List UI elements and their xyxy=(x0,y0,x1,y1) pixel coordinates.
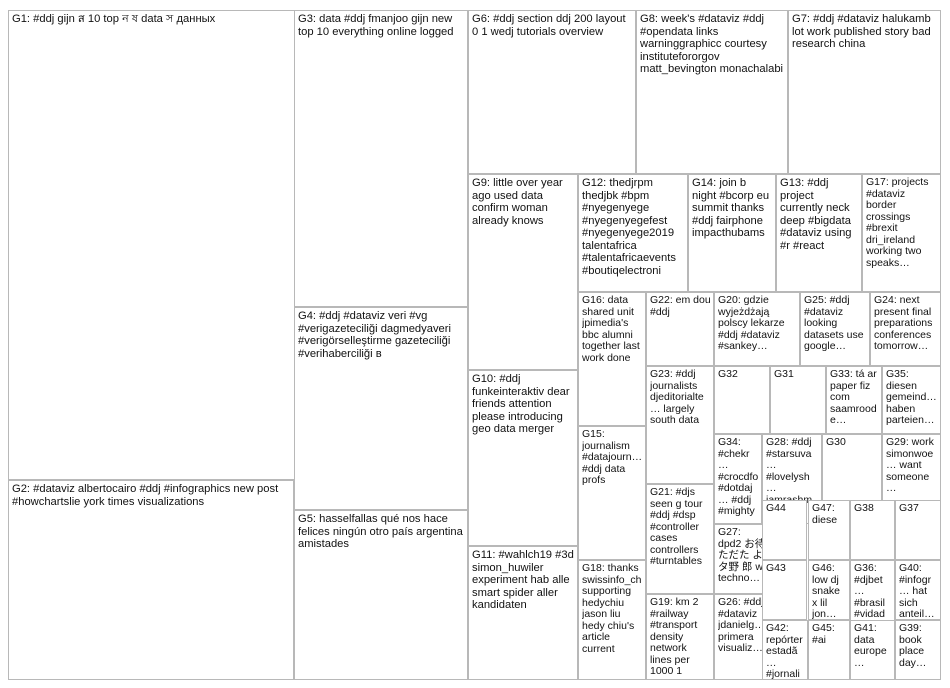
group-panel-g41: G41: data europe… xyxy=(850,620,895,680)
group-panel-g32: G32 xyxy=(714,366,770,434)
group-panel-g44: G44 xyxy=(762,500,807,560)
group-panel-g19: G19: km 2 #railway #transport density ne… xyxy=(646,594,714,680)
group-label-g41: G41: data europe… xyxy=(854,623,887,669)
group-label-g11: G11: #wahlch19 #3d simon_huwiler experim… xyxy=(472,549,574,611)
group-panel-g18: G18: thanks swissinfo_ch supporting hedy… xyxy=(578,560,646,680)
group-label-g8: G8: week's #dataviz #ddj #opendata links… xyxy=(640,13,784,75)
group-label-g19: G19: km 2 #railway #transport density ne… xyxy=(650,597,699,677)
group-label-g35: G35: diesen gemeind… haben parteien… xyxy=(886,369,937,426)
group-label-g43: G43 xyxy=(766,563,786,574)
group-label-g25: G25: #ddj #dataviz looking datasets use … xyxy=(804,295,864,352)
group-label-g42: G42: repórter estadã… #jornali… xyxy=(766,623,803,680)
group-panel-g23: G23: #ddj journalists djeditorialte… lar… xyxy=(646,366,714,484)
group-panel-g4: G4: #ddj #dataviz veri #vg #verigazeteci… xyxy=(294,307,468,510)
group-label-g32: G32 xyxy=(718,369,738,380)
group-panel-g42: G42: repórter estadã… #jornali… xyxy=(762,620,808,680)
group-label-g7: G7: #ddj #dataviz halukamb lot work publ… xyxy=(792,13,931,50)
group-panel-g26: G26: #ddj #dataviz jdanielg… primera vis… xyxy=(714,594,770,680)
group-panel-g39: G39: book place day… xyxy=(895,620,941,680)
group-label-g44: G44 xyxy=(766,503,786,514)
group-panel-g8: G8: week's #dataviz #ddj #opendata links… xyxy=(636,10,788,174)
group-panel-g40: G40: #infogr… hat sich anteil… xyxy=(895,560,941,620)
group-label-g37: G37 xyxy=(899,503,919,514)
group-panel-g11: G11: #wahlch19 #3d simon_huwiler experim… xyxy=(468,546,578,680)
group-label-g12: G12: thedjrpm thedjbk #bpm #nyegenyege #… xyxy=(582,177,676,277)
group-panel-g14: G14: join b night #bcorp eu summit thank… xyxy=(688,174,776,292)
group-label-g21: G21: #djs seen g tour #ddj #dsp #control… xyxy=(650,487,703,567)
group-panel-g27: G27: dpd2 お待ただた よタ野 郎 w techno… xyxy=(714,524,770,594)
group-label-g31: G31 xyxy=(774,369,794,380)
group-label-g26: G26: #ddj #dataviz jdanielg… primera vis… xyxy=(718,597,765,654)
group-panel-g7: G7: #ddj #dataviz halukamb lot work publ… xyxy=(788,10,941,174)
group-label-g5: G5: hasselfallas qué nos hace felices ni… xyxy=(298,513,463,550)
group-panel-g17: G17: projects #dataviz border crossings … xyxy=(862,174,941,292)
group-label-g3: G3: data #ddj fmanjoo gijn new top 10 ev… xyxy=(298,13,454,38)
group-label-g33: G33: tá ar paper fiz com saamrood e… xyxy=(830,369,877,426)
group-label-g30: G30 xyxy=(826,437,846,448)
group-label-g6: G6: #ddj section ddj 200 layout 0 1 wedj… xyxy=(472,13,626,38)
group-label-g4: G4: #ddj #dataviz veri #vg #verigazeteci… xyxy=(298,310,451,360)
group-panel-g6: G6: #ddj section ddj 200 layout 0 1 wedj… xyxy=(468,10,636,174)
group-panel-g45: G45: #ai xyxy=(808,620,850,680)
group-panel-g13: G13: #ddj project currently neck deep #b… xyxy=(776,174,862,292)
group-panel-g9: G9: little over year ago used data confi… xyxy=(468,174,578,370)
group-label-g2: G2: #dataviz albertocairo #ddj #infograp… xyxy=(12,483,279,508)
group-panel-g12: G12: thedjrpm thedjbk #bpm #nyegenyege #… xyxy=(578,174,688,292)
group-label-g23: G23: #ddj journalists djeditorialte… lar… xyxy=(650,369,704,426)
group-label-g16: G16: data shared unit jpimedia's bbc alu… xyxy=(582,295,640,364)
group-label-g36: G36: #djbet… #brasil #vidad… xyxy=(854,563,885,621)
group-panel-g47: G47: diese xyxy=(808,500,850,560)
group-panel-g34: G34: #chekr… #crocdfo #dotdaj… #ddj #mig… xyxy=(714,434,762,524)
group-label-g14: G14: join b night #bcorp eu summit thank… xyxy=(692,177,770,239)
group-label-g47: G47: diese xyxy=(812,503,838,526)
group-panel-g35: G35: diesen gemeind… haben parteien… xyxy=(882,366,941,434)
group-label-g27: G27: dpd2 お待ただた よタ野 郎 w techno… xyxy=(718,527,766,584)
group-panel-g36: G36: #djbet… #brasil #vidad… xyxy=(850,560,895,622)
group-panel-g46: G46: low dj snake x lil jon… xyxy=(808,560,850,620)
group-label-g10: G10: #ddj funkeinteraktiv dear friends a… xyxy=(472,373,570,435)
group-label-g38: G38 xyxy=(854,503,874,514)
group-label-g17: G17: projects #dataviz border crossings … xyxy=(866,177,929,269)
group-panel-g24: G24: next present final preparations con… xyxy=(870,292,941,366)
group-panel-g20: G20: gdzie wyjeżdżają polscy lekarze #dd… xyxy=(714,292,800,366)
group-panel-g43: G43 xyxy=(762,560,807,620)
group-label-g24: G24: next present final preparations con… xyxy=(874,295,933,352)
group-panel-g31: G31 xyxy=(770,366,826,434)
group-panel-g2: G2: #dataviz albertocairo #ddj #infograp… xyxy=(8,480,294,680)
group-label-g34: G34: #chekr… #crocdfo #dotdaj… #ddj #mig… xyxy=(718,437,759,524)
group-label-g20: G20: gdzie wyjeżdżają polscy lekarze #dd… xyxy=(718,295,785,352)
group-panel-g25: G25: #ddj #dataviz looking datasets use … xyxy=(800,292,870,366)
group-label-g40: G40: #infogr… hat sich anteil… xyxy=(899,563,935,620)
group-panel-g3: G3: data #ddj fmanjoo gijn new top 10 ev… xyxy=(294,10,468,307)
group-label-g22: G22: em dou #ddj xyxy=(650,295,711,318)
group-panel-g15: G15: journalism #datajourn… #ddj data pr… xyxy=(578,426,646,560)
group-panel-g5: G5: hasselfallas qué nos hace felices ni… xyxy=(294,510,468,680)
group-label-g13: G13: #ddj project currently neck deep #b… xyxy=(780,177,852,252)
group-panel-g16: G16: data shared unit jpimedia's bbc alu… xyxy=(578,292,646,426)
group-panel-g33: G33: tá ar paper fiz com saamrood e… xyxy=(826,366,882,434)
group-label-g39: G39: book place day… xyxy=(899,623,927,669)
group-label-g29: G29: work simonwoe… want someone… xyxy=(886,437,934,494)
group-panel-g10: G10: #ddj funkeinteraktiv dear friends a… xyxy=(468,370,578,546)
group-panel-g38: G38 xyxy=(850,500,895,560)
group-panel-g22: G22: em dou #ddj xyxy=(646,292,714,366)
group-label-g1: G1: #ddj gijn ส 10 top ন ষ data স данных xyxy=(12,13,216,25)
group-panel-g37: G37 xyxy=(895,500,941,560)
group-panel-g21: G21: #djs seen g tour #ddj #dsp #control… xyxy=(646,484,714,594)
group-label-g45: G45: #ai xyxy=(812,623,835,646)
group-label-g18: G18: thanks swissinfo_ch supporting hedy… xyxy=(582,563,642,655)
group-label-g9: G9: little over year ago used data confi… xyxy=(472,177,563,227)
group-label-g46: G46: low dj snake x lil jon… xyxy=(812,563,841,620)
group-label-g15: G15: journalism #datajourn… #ddj data pr… xyxy=(582,429,643,486)
